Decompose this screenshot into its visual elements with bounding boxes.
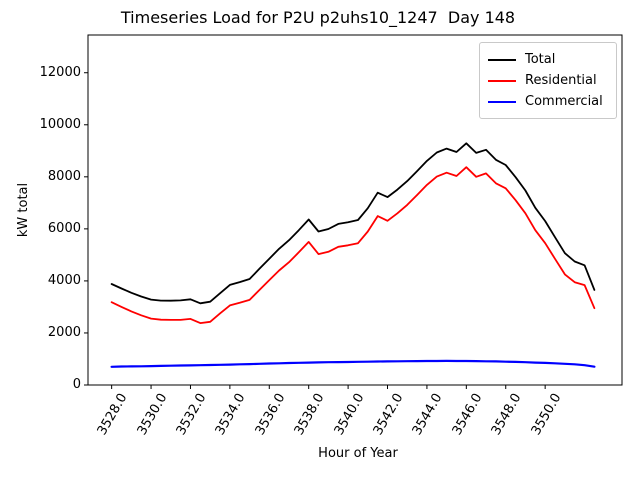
y-tick-label: 10000 <box>39 116 81 132</box>
x-axis-label: Hour of Year <box>318 446 398 461</box>
legend-label-residential: Residential <box>525 73 597 88</box>
legend-line-residential-icon <box>488 79 516 82</box>
legend-line-commercial-icon <box>488 100 516 103</box>
legend-label-total: Total <box>525 52 556 67</box>
y-tick-label: 12000 <box>39 64 81 80</box>
legend-item: Residential <box>488 70 608 91</box>
series-line-total <box>110 142 596 305</box>
y-axis-label: kW total <box>16 182 31 238</box>
legend-item: Total <box>488 49 608 70</box>
y-tick-label: 2000 <box>47 324 81 340</box>
legend-line-total-icon <box>488 58 516 61</box>
y-tick-label: 8000 <box>47 168 81 184</box>
y-tick-label: 6000 <box>47 220 81 236</box>
legend-label-commercial: Commercial <box>525 94 603 109</box>
series-line-residential <box>110 166 596 325</box>
y-tick-label: 0 <box>72 377 81 392</box>
axes-frame <box>87 34 623 386</box>
legend: Total Residential Commercial <box>479 42 617 119</box>
series-line-commercial <box>110 359 596 368</box>
legend-item: Commercial <box>488 91 608 112</box>
y-tick-label: 4000 <box>47 272 81 288</box>
chart-title: Timeseries Load for P2U p2uhs10_1247 Day… <box>120 8 516 27</box>
